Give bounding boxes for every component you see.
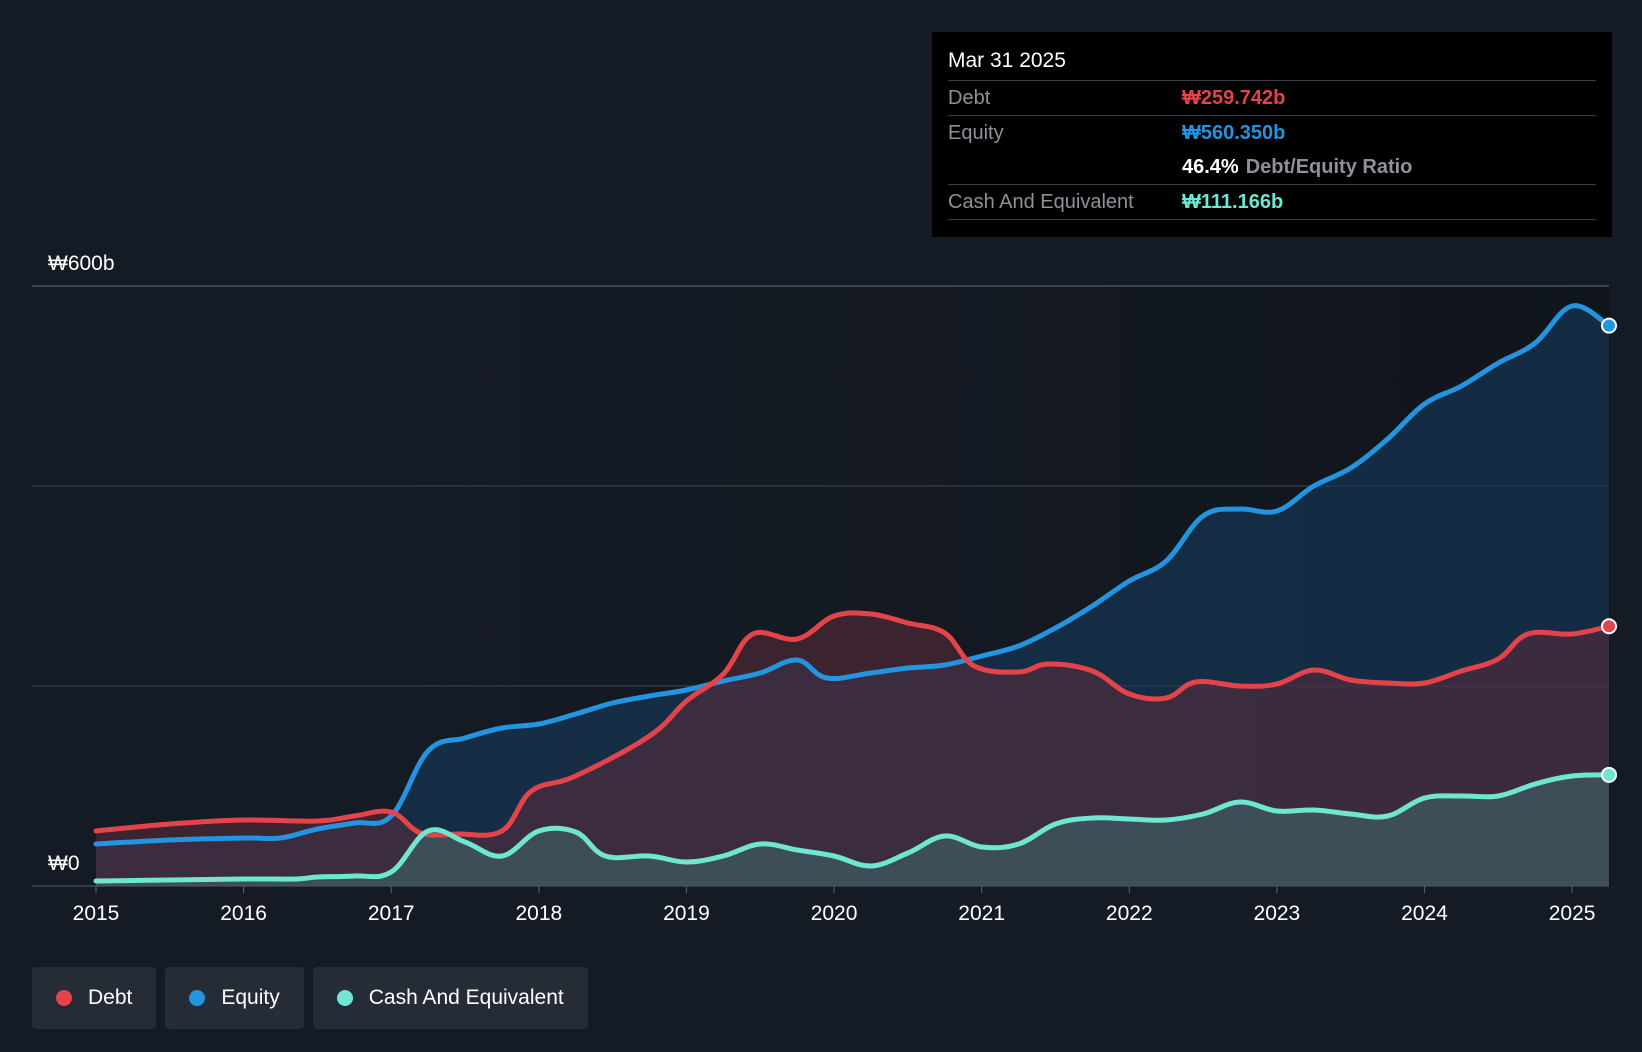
tooltip-equity-value: ₩560.350b [1182,121,1286,144]
tooltip-ratio-label: Debt/Equity Ratio [1245,155,1413,178]
y-tick-label-zero: ₩0 [48,852,80,875]
x-tick-label: 2016 [220,902,267,925]
tooltip-row-equity: Equity ₩560.350b [948,115,1596,150]
x-tick-label: 2024 [1401,902,1448,925]
tooltip-equity-label: Equity [948,121,1004,144]
cash-dot-icon [336,990,353,1006]
tooltip-row-ratio: 46.4% Debt/Equity Ratio [948,150,1596,184]
tooltip: Mar 31 2025 Debt ₩259.742b Equity ₩560.3… [932,32,1612,237]
tooltip-ratio-value: 46.4% [1182,155,1239,178]
x-tick-label: 2025 [1549,902,1596,925]
equity-dot-icon [189,990,206,1006]
y-tick-label-max: ₩600b [48,252,115,275]
debt-dot-icon [56,990,72,1006]
x-tick-label: 2021 [958,902,1005,925]
tooltip-date: Mar 31 2025 [948,49,1066,72]
tooltip-cash-label: Cash And Equivalent [948,190,1134,213]
line-cash-and-equivalent [93,772,1612,884]
legend-debt-label: Debt [88,986,133,1009]
legend-item-equity[interactable]: Equity [165,967,304,1029]
x-tick-label: 2022 [1106,902,1153,925]
line-equity [93,303,1612,847]
legend-item-debt[interactable]: Debt [32,967,157,1029]
x-tick-label: 2018 [515,902,562,925]
tooltip-cash-value: ₩111.166b [1182,190,1284,213]
x-tick-label: 2019 [663,902,710,925]
legend: Debt Equity Cash And Equivalent [32,967,588,1029]
tooltip-row-cash: Cash And Equivalent ₩111.166b [948,184,1596,220]
area-cash-and-equivalent [96,774,1609,886]
end-marker-equity[interactable] [1601,317,1617,334]
x-tick-label: 2023 [1254,902,1301,925]
tooltip-debt-value: ₩259.742b [1182,86,1286,109]
tooltip-debt-label: Debt [948,86,991,109]
x-tick-label: 2017 [368,902,415,925]
x-tick-label: 2015 [73,902,120,925]
end-marker-cash-and-equivalent[interactable] [1601,766,1617,783]
legend-cash-label: Cash And Equivalent [368,986,564,1009]
x-tick-label: 2020 [811,902,858,925]
legend-item-cash[interactable]: Cash And Equivalent [312,967,588,1029]
legend-equity-label: Equity [221,986,280,1009]
end-marker-debt[interactable] [1601,618,1617,635]
tooltip-row-debt: Debt ₩259.742b [948,80,1596,115]
